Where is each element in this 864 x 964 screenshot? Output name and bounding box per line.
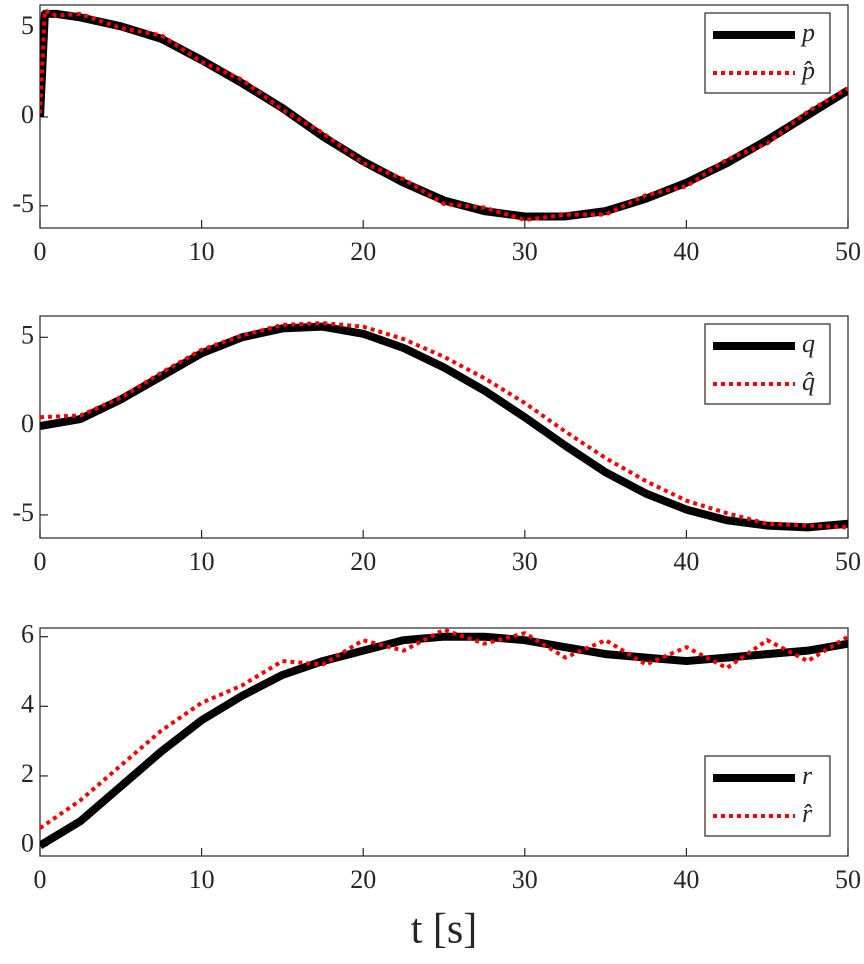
x-tick-label: 30 [512,865,538,894]
x-tick-label: 10 [189,237,215,266]
legend-box [704,323,831,405]
x-tick-label: 0 [34,865,47,894]
series-line [40,628,848,830]
legend-label: r [802,761,813,790]
y-tick-label: 5 [21,320,34,349]
x-tick-label: 40 [673,547,699,576]
x-tick-label: 50 [835,547,861,576]
x-tick-label: 10 [189,547,215,576]
x-tick-label: 0 [34,547,47,576]
x-tick-label: 20 [350,237,376,266]
series-line [40,321,848,530]
x-tick-label: 30 [512,237,538,266]
axes-box [39,315,849,539]
x-axis-label: t [s] [411,907,478,953]
x-tick-label: 0 [34,237,47,266]
x-tick-label: 30 [512,547,538,576]
y-tick-label: 2 [21,759,34,788]
y-tick-label: 0 [21,100,34,129]
y-tick-label: -5 [12,498,34,527]
legend-box [704,755,831,837]
series-line [40,8,848,222]
x-tick-label: 50 [835,865,861,894]
legend-label: p [800,18,815,47]
series-line [40,632,848,849]
y-tick-label: 0 [21,829,34,858]
legend-box [704,12,831,94]
x-tick-label: 50 [835,237,861,266]
y-tick-label: 6 [21,620,34,649]
legend-label: p̂ [800,56,815,85]
axes-box [39,627,849,857]
y-tick-label: -5 [12,189,34,218]
series-line [40,322,848,532]
x-tick-label: 40 [673,237,699,266]
x-tick-label: 10 [189,865,215,894]
y-tick-label: 4 [21,689,34,718]
y-tick-label: 0 [21,409,34,438]
legend-label: q̂ [802,367,815,396]
x-tick-label: 40 [673,865,699,894]
legend-label: q [802,329,815,358]
x-tick-label: 20 [350,547,376,576]
y-tick-label: 5 [21,11,34,40]
legend-label: r̂ [802,799,813,828]
x-tick-label: 20 [350,865,376,894]
